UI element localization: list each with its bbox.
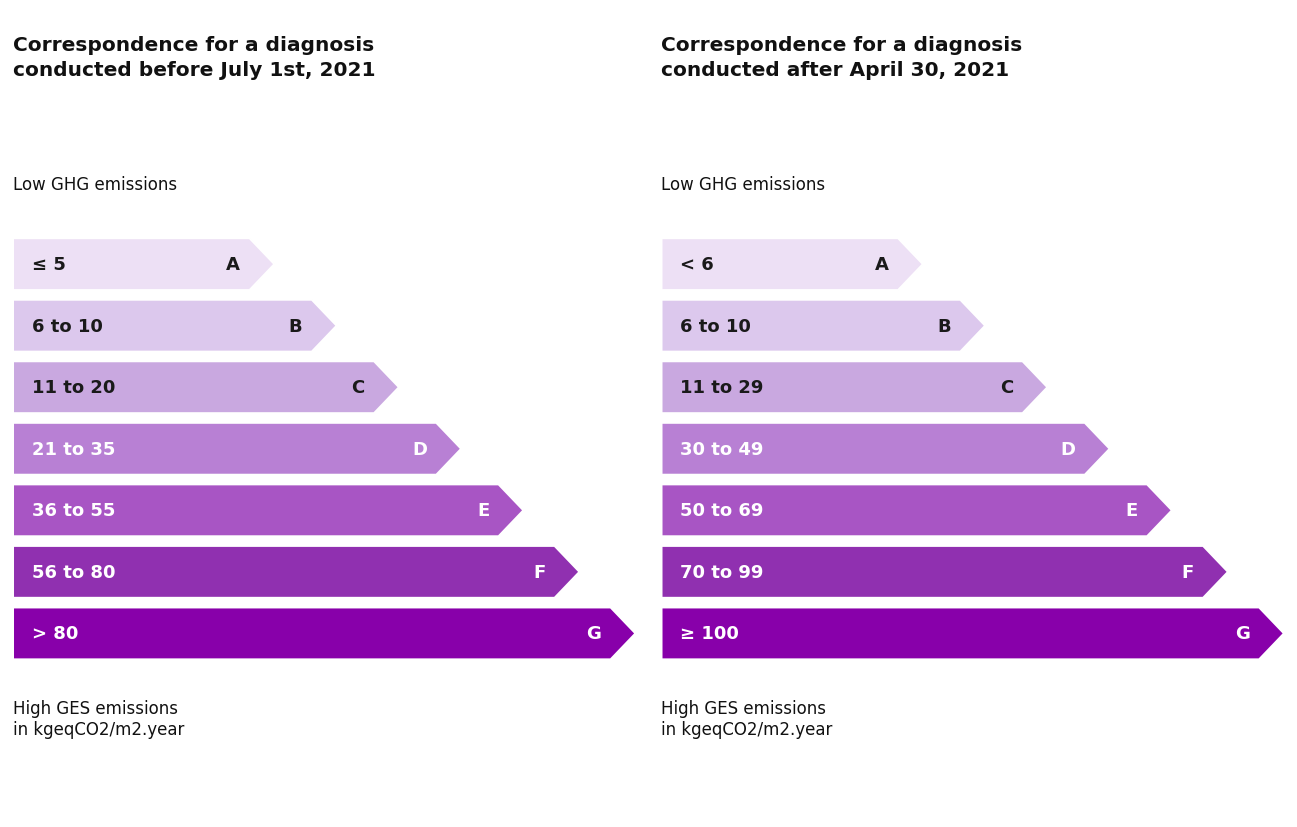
Text: Low GHG emissions: Low GHG emissions: [13, 175, 178, 194]
Text: > 80: > 80: [31, 624, 78, 643]
Text: High GES emissions
in kgeqCO2/m2.year: High GES emissions in kgeqCO2/m2.year: [13, 700, 184, 738]
Polygon shape: [13, 361, 399, 414]
Text: B: B: [938, 318, 951, 335]
Polygon shape: [13, 300, 337, 352]
Text: A: A: [227, 256, 240, 274]
Text: 11 to 29: 11 to 29: [680, 379, 764, 397]
Text: 30 to 49: 30 to 49: [680, 440, 764, 458]
Polygon shape: [661, 239, 923, 291]
Polygon shape: [661, 485, 1172, 537]
Text: A: A: [875, 256, 888, 274]
Polygon shape: [13, 546, 580, 598]
Text: D: D: [412, 440, 427, 458]
Text: 6 to 10: 6 to 10: [31, 318, 102, 335]
Text: C: C: [1000, 379, 1013, 397]
Text: High GES emissions
in kgeqCO2/m2.year: High GES emissions in kgeqCO2/m2.year: [661, 700, 833, 738]
Text: F: F: [1182, 563, 1193, 581]
Text: B: B: [289, 318, 302, 335]
Text: < 6: < 6: [680, 256, 713, 274]
Text: ≤ 5: ≤ 5: [31, 256, 66, 274]
Text: G: G: [1235, 624, 1250, 643]
Polygon shape: [661, 608, 1284, 660]
Polygon shape: [661, 300, 986, 352]
Polygon shape: [13, 423, 462, 476]
Polygon shape: [661, 423, 1110, 476]
Text: 21 to 35: 21 to 35: [31, 440, 115, 458]
Text: Correspondence for a diagnosis
conducted before July 1st, 2021: Correspondence for a diagnosis conducted…: [13, 36, 375, 80]
Text: 56 to 80: 56 to 80: [31, 563, 115, 581]
Polygon shape: [661, 546, 1228, 598]
Text: ≥ 100: ≥ 100: [680, 624, 739, 643]
Text: 50 to 69: 50 to 69: [680, 502, 764, 519]
Text: D: D: [1061, 440, 1075, 458]
Polygon shape: [13, 239, 275, 291]
Text: 11 to 20: 11 to 20: [31, 379, 115, 397]
Polygon shape: [13, 608, 636, 660]
Text: G: G: [586, 624, 602, 643]
Text: Low GHG emissions: Low GHG emissions: [661, 175, 826, 194]
Text: 70 to 99: 70 to 99: [680, 563, 764, 581]
Text: E: E: [477, 502, 489, 519]
Text: 36 to 55: 36 to 55: [31, 502, 115, 519]
Text: E: E: [1126, 502, 1137, 519]
Text: F: F: [533, 563, 545, 581]
Text: Correspondence for a diagnosis
conducted after April 30, 2021: Correspondence for a diagnosis conducted…: [661, 36, 1023, 80]
Polygon shape: [661, 361, 1048, 414]
Polygon shape: [13, 485, 524, 537]
Text: 6 to 10: 6 to 10: [680, 318, 751, 335]
Text: C: C: [351, 379, 364, 397]
